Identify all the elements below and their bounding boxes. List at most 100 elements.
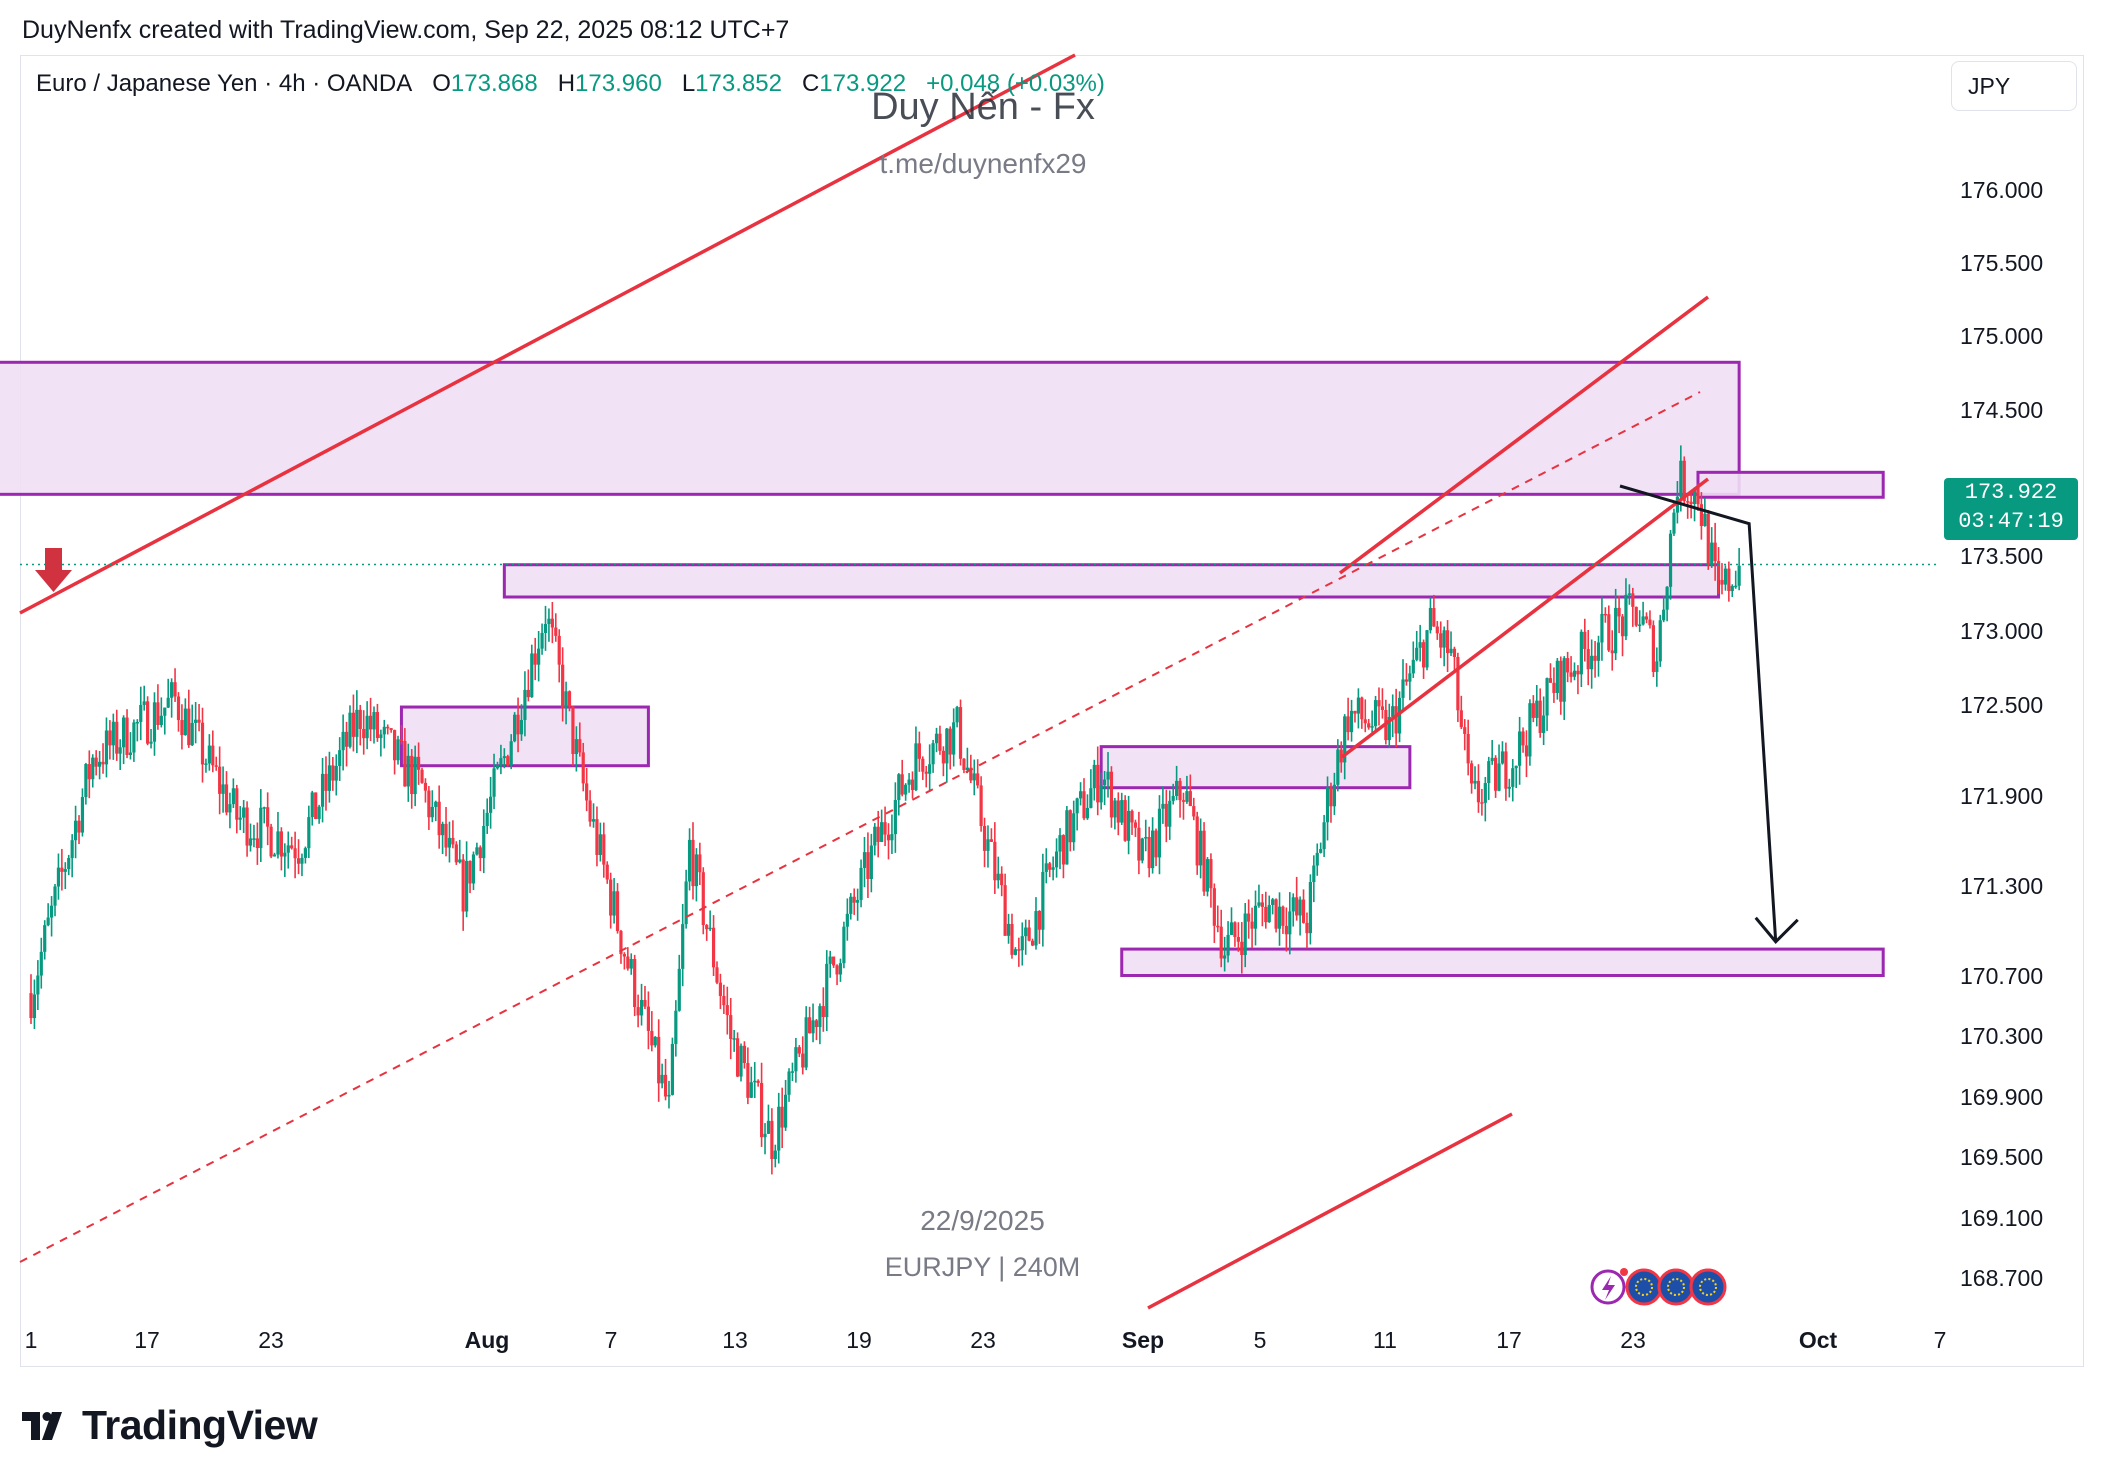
candle-body: [684, 881, 688, 925]
candle: [670, 1037, 675, 1096]
candle: [859, 859, 863, 908]
candle: [1298, 896, 1302, 936]
candle-body: [146, 701, 150, 744]
candle: [763, 1123, 767, 1155]
candle: [1085, 794, 1090, 820]
candle: [207, 734, 211, 771]
candle-body: [626, 956, 630, 969]
candle: [461, 854, 465, 931]
candle-body: [375, 712, 380, 739]
currency-button[interactable]: JPY: [1951, 61, 2077, 111]
candle-body: [742, 1045, 747, 1064]
candle: [1603, 607, 1607, 623]
candle-body: [862, 852, 867, 868]
candle-body: [1051, 867, 1055, 870]
candle: [1089, 769, 1093, 809]
symbol-description[interactable]: Euro / Japanese Yen · 4h · OANDA: [36, 70, 413, 97]
candle-body: [314, 792, 318, 819]
candle: [180, 704, 184, 750]
candle: [80, 788, 85, 837]
candle-body: [609, 879, 613, 916]
candle-body: [135, 721, 139, 724]
candle: [811, 1003, 815, 1043]
candle-body: [633, 959, 637, 1008]
candle-body: [571, 706, 575, 755]
candle-body: [1240, 941, 1244, 956]
candle-body: [1425, 630, 1429, 668]
candle-body: [681, 924, 685, 969]
eu-stars-icon: [1699, 1278, 1717, 1296]
candle-body: [248, 838, 253, 846]
candle: [849, 893, 853, 920]
candle: [1380, 688, 1385, 719]
candle-body: [759, 1082, 764, 1138]
candle: [1250, 907, 1254, 949]
candle: [554, 613, 558, 642]
candle-body: [1686, 501, 1690, 503]
candle-body: [1507, 786, 1511, 789]
candle: [197, 704, 201, 732]
candle-body: [1408, 673, 1412, 682]
candle: [1041, 853, 1045, 947]
candle: [1397, 691, 1402, 743]
low-label: L: [681, 70, 696, 97]
candle-body: [43, 925, 47, 952]
candle: [98, 750, 102, 780]
candle-body: [441, 823, 445, 836]
candle: [732, 1029, 736, 1052]
x-tick-label: 7: [1934, 1327, 1947, 1353]
eu-flag-event-icon: [1625, 1268, 1663, 1306]
candle-body: [355, 709, 359, 737]
notification-dot-icon: [1620, 1268, 1628, 1276]
candle: [663, 1058, 668, 1101]
candle: [907, 773, 911, 793]
candle: [1631, 587, 1635, 627]
x-tick-label: 11: [1373, 1327, 1397, 1353]
candle: [1555, 658, 1559, 700]
candle-body: [969, 767, 973, 781]
candle-body: [773, 1150, 777, 1160]
candle: [1116, 792, 1120, 836]
candle-body: [32, 994, 37, 1019]
tradingview-logo[interactable]: TradingView: [22, 1402, 318, 1449]
candle-body: [166, 697, 170, 708]
candle-body: [880, 822, 884, 842]
candle-body: [1456, 656, 1460, 711]
candle: [1288, 892, 1292, 955]
candle-body: [272, 854, 277, 857]
candle: [1065, 806, 1069, 865]
candle-body: [811, 1020, 815, 1034]
candle-body: [365, 715, 369, 739]
candle: [1476, 764, 1481, 813]
candle-body: [451, 837, 455, 845]
candle-body: [1713, 542, 1717, 562]
candle-body: [1006, 923, 1011, 936]
candle-body: [300, 857, 304, 864]
candle-body: [49, 905, 54, 918]
candle: [773, 1144, 777, 1168]
candle-body: [1264, 906, 1268, 923]
candle-body: [729, 1015, 733, 1039]
candle: [660, 1063, 664, 1089]
candle: [1202, 822, 1206, 896]
candle: [1277, 892, 1282, 946]
candle: [262, 806, 266, 824]
candle: [190, 704, 194, 746]
candle-body: [1442, 630, 1446, 648]
candle-body: [204, 763, 208, 765]
candle-body: [753, 1080, 757, 1083]
candle: [451, 820, 455, 849]
candle: [904, 783, 908, 801]
candle-body: [1257, 902, 1261, 906]
candle: [204, 758, 208, 773]
candle-body: [197, 719, 201, 723]
candle: [1102, 770, 1107, 806]
candle-body: [1147, 837, 1151, 869]
candle-body: [1614, 607, 1618, 654]
candle: [711, 915, 716, 976]
supply-demand-zone: [1120, 947, 1885, 977]
candle: [989, 828, 993, 842]
candle: [794, 1037, 798, 1083]
x-tick-label: 19: [846, 1327, 872, 1353]
